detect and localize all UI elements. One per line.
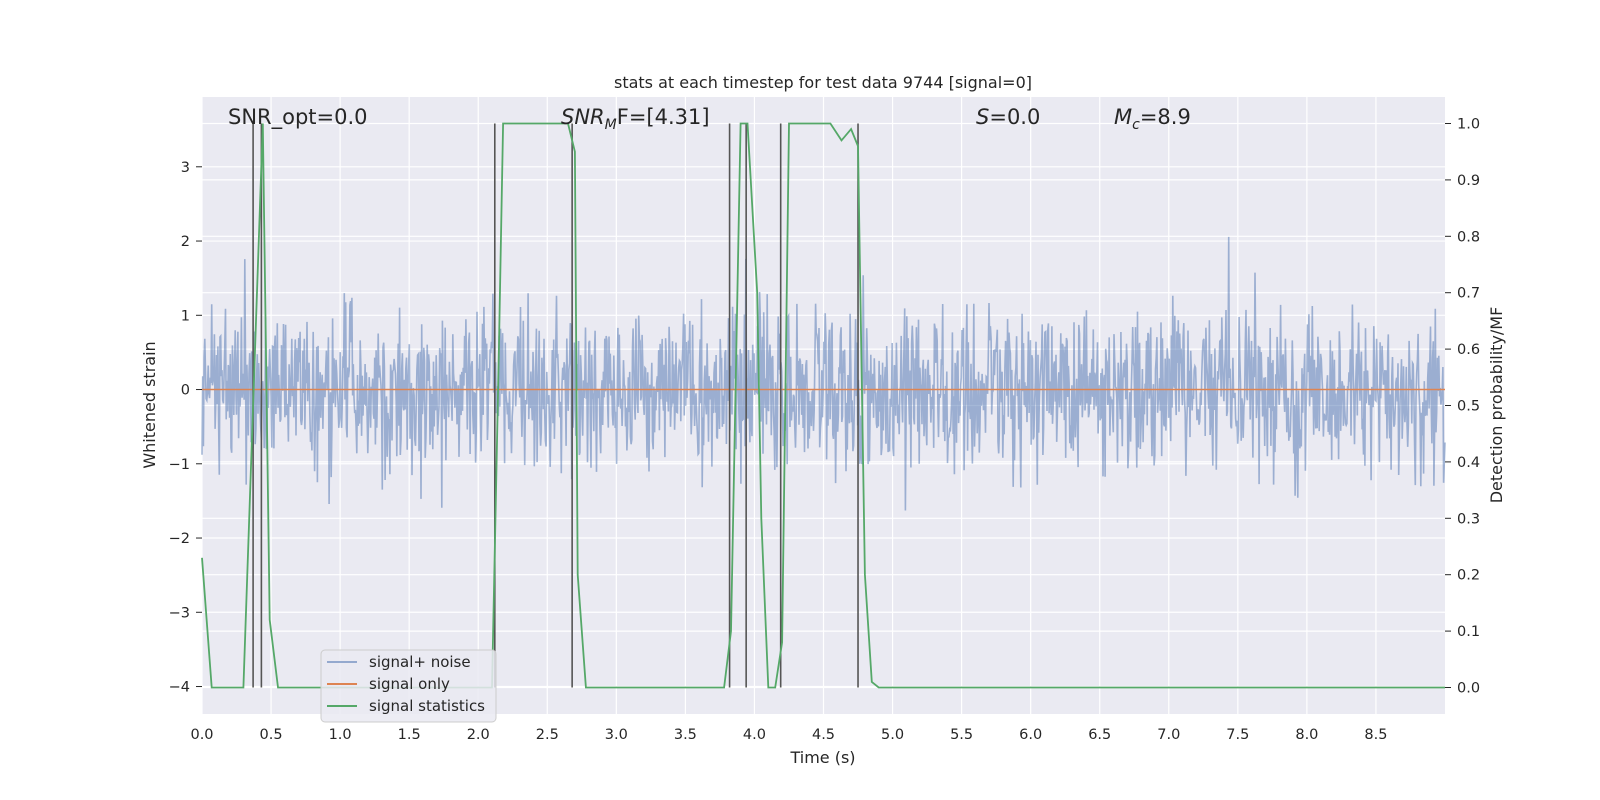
x-tick-label-1: 0.5 [260,727,283,743]
signal-statistics-series [201,122,1445,689]
x-axis-ticks: 0.0 0.5 1.0 1.5 2.0 2.5 3.0 3.5 4.0 4.5 5.0 5.5 6.0 6… [190,727,1387,743]
y-right-tick-label-3: 0.7 [1457,286,1480,302]
x-tick-label-6: 3.0 [605,727,628,743]
y-right-tick-label-8: 0.2 [1457,568,1480,584]
x-tick-label-9: 4.5 [812,727,835,743]
y-left-axis-ticks: 3 2 1 0 −1 −2 −3 −4 [169,160,202,696]
annotation-snr-mf-main: SNR [561,105,605,129]
annotation-mc-main: M [1114,105,1132,129]
y-right-tick-label-6: 0.4 [1457,455,1480,471]
y-right-axis-ticks: 1.0 0.9 0.8 0.7 0.6 0.5 0.4 0.3 0.2 0.1 0.0 [1445,117,1480,696]
annotation-mc-rest: =8.9 [1140,105,1191,129]
y-left-tick-label-7: −4 [169,680,190,696]
x-tick-label-14: 7.0 [1157,727,1180,743]
y-left-tick-label-3: 0 [181,383,190,399]
x-tick-label-4: 2.0 [467,727,490,743]
y-right-tick-label-9: 0.1 [1457,624,1480,640]
y-left-tick-label-5: −2 [169,531,190,547]
annotation-snr-mf: SNRMF=[4.31] [561,105,710,133]
annotation-mc: Mc=8.9 [1114,105,1191,133]
annotation-snr-mf-rest: F=[4.31] [617,105,710,129]
y-right-tick-label-4: 0.6 [1457,342,1480,358]
x-tick-label-0: 0.0 [190,727,213,743]
legend-label-signal-statistics: signal statistics [369,697,485,715]
y-left-tick-label-0: 3 [181,160,190,176]
y-left-tick-label-1: 2 [181,234,190,250]
x-tick-label-3: 1.5 [398,727,421,743]
y-left-tick-label-4: −1 [169,457,190,473]
x-tick-label-12: 6.0 [1019,727,1042,743]
y-left-tick-label-2: 1 [181,308,190,324]
x-tick-label-17: 8.5 [1364,727,1387,743]
y-right-tick-label-7: 0.3 [1457,511,1480,527]
x-axis-label: Time (s) [789,748,855,767]
y-left-tick-label-6: −3 [169,605,190,621]
x-tick-label-13: 6.5 [1088,727,1111,743]
y-right-axis-label: Detection probability/MF [1487,307,1506,504]
annotation-s: S=0.0 [976,105,1040,129]
y-right-tick-label-0: 1.0 [1457,117,1480,133]
annotation-s-main: S [976,105,989,129]
annotation-snr-mf-sub: M [605,117,617,133]
legend: signal+ noise signal only signal statist… [320,649,497,723]
x-tick-label-7: 3.5 [674,727,697,743]
legend-label-signal-noise: signal+ noise [369,653,471,671]
x-tick-label-15: 7.5 [1226,727,1249,743]
y-right-tick-label-1: 0.9 [1457,173,1480,189]
y-right-tick-label-2: 0.8 [1457,229,1480,245]
chart-title: stats at each timestep for test data 974… [614,73,1032,92]
x-tick-label-10: 5.0 [881,727,904,743]
y-left-axis-label: Whitened strain [140,341,159,468]
x-tick-label-11: 5.5 [950,727,973,743]
y-right-tick-label-10: 0.0 [1457,680,1480,696]
annotation-snr-opt: SNR_opt=0.0 [228,105,368,130]
legend-box [320,649,497,723]
signal-statistics-line [201,122,1445,689]
signal-noise-line [201,236,1446,511]
x-tick-label-16: 8.0 [1295,727,1318,743]
x-tick-label-5: 2.5 [536,727,559,743]
annotation-mc-sub: c [1132,117,1140,133]
y-right-tick-label-5: 0.5 [1457,399,1480,415]
legend-label-signal-only: signal only [369,675,450,693]
annotation-s-rest: =0.0 [989,105,1040,129]
signal-noise-series [201,236,1446,511]
x-tick-label-2: 1.0 [329,727,352,743]
x-tick-label-8: 4.0 [743,727,766,743]
